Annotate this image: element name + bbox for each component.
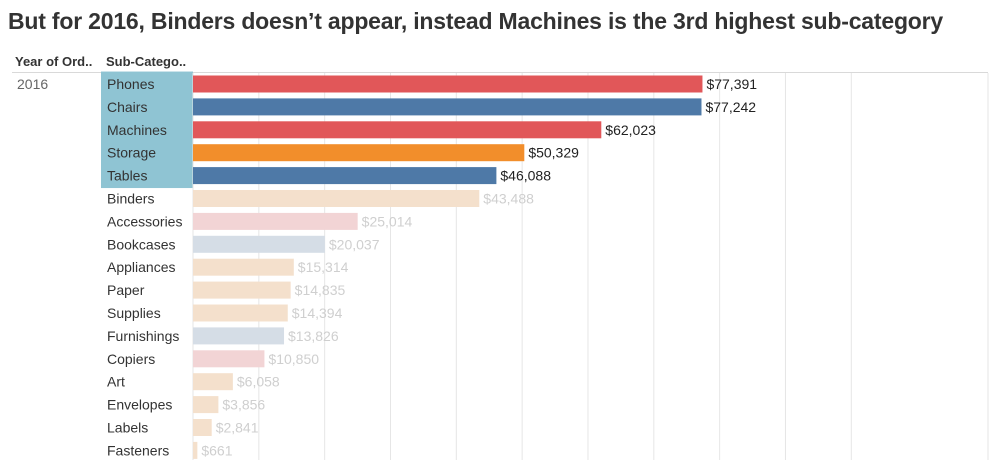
value-label-furnishings: $13,826 <box>288 328 339 344</box>
category-label-labels: Labels <box>107 420 148 436</box>
value-label-chairs: $77,242 <box>705 99 756 115</box>
category-label-paper: Paper <box>107 282 145 298</box>
bar-supplies <box>193 304 288 322</box>
bar-furnishings <box>193 327 285 345</box>
bar-labels <box>193 419 212 436</box>
bar-machines <box>193 121 602 139</box>
value-label-fasteners: $661 <box>201 442 232 458</box>
bar-art <box>193 373 233 391</box>
selected-categories-highlight <box>101 71 193 189</box>
category-label-storage: Storage <box>107 145 156 161</box>
bar-binders <box>193 190 480 207</box>
column-header-year[interactable]: Year of Ord.. <box>15 54 93 69</box>
bar-copiers <box>193 350 265 368</box>
value-label-phones: $77,391 <box>706 76 757 92</box>
category-label-tables: Tables <box>107 168 147 184</box>
category-label-furnishings: Furnishings <box>107 328 179 344</box>
value-label-machines: $62,023 <box>605 122 656 138</box>
bar-chairs <box>193 98 702 116</box>
category-label-art: Art <box>107 374 125 390</box>
bar-storage <box>193 144 525 162</box>
category-label-envelopes: Envelopes <box>107 397 172 413</box>
category-label-copiers: Copiers <box>107 351 155 367</box>
bar-fasteners <box>193 441 198 459</box>
category-label-binders: Binders <box>107 191 154 207</box>
category-label-accessories: Accessories <box>107 213 182 229</box>
category-label-supplies: Supplies <box>107 305 161 321</box>
category-label-phones: Phones <box>107 76 154 92</box>
bar-appliances <box>193 258 294 276</box>
category-label-fasteners: Fasteners <box>107 442 169 458</box>
value-label-paper: $14,835 <box>295 282 346 298</box>
value-label-tables: $46,088 <box>500 168 551 184</box>
value-label-bookcases: $20,037 <box>329 236 380 252</box>
value-label-binders: $43,488 <box>483 191 534 207</box>
year-label: 2016 <box>17 76 49 92</box>
column-header-subcategory[interactable]: Sub-Catego.. <box>106 54 187 69</box>
bar-envelopes <box>193 396 219 414</box>
value-label-copiers: $10,850 <box>268 351 319 367</box>
bar-paper <box>193 281 291 299</box>
value-label-labels: $2,841 <box>216 420 259 436</box>
value-label-storage: $50,329 <box>528 145 579 161</box>
header-divider <box>12 72 988 73</box>
category-label-bookcases: Bookcases <box>107 236 175 252</box>
bar-accessories <box>193 212 358 230</box>
value-label-appliances: $15,314 <box>298 259 349 275</box>
value-label-envelopes: $3,856 <box>222 397 265 413</box>
bar-phones <box>193 75 703 93</box>
bar-tables <box>193 167 497 185</box>
category-label-machines: Machines <box>107 122 167 138</box>
category-label-appliances: Appliances <box>107 259 176 275</box>
value-label-accessories: $25,014 <box>362 213 413 229</box>
chart-title: But for 2016, Binders doesn’t appear, in… <box>8 8 943 34</box>
bar-bookcases <box>193 235 325 253</box>
value-label-supplies: $14,394 <box>292 305 343 321</box>
value-label-art: $6,058 <box>237 374 280 390</box>
category-label-chairs: Chairs <box>107 99 147 115</box>
